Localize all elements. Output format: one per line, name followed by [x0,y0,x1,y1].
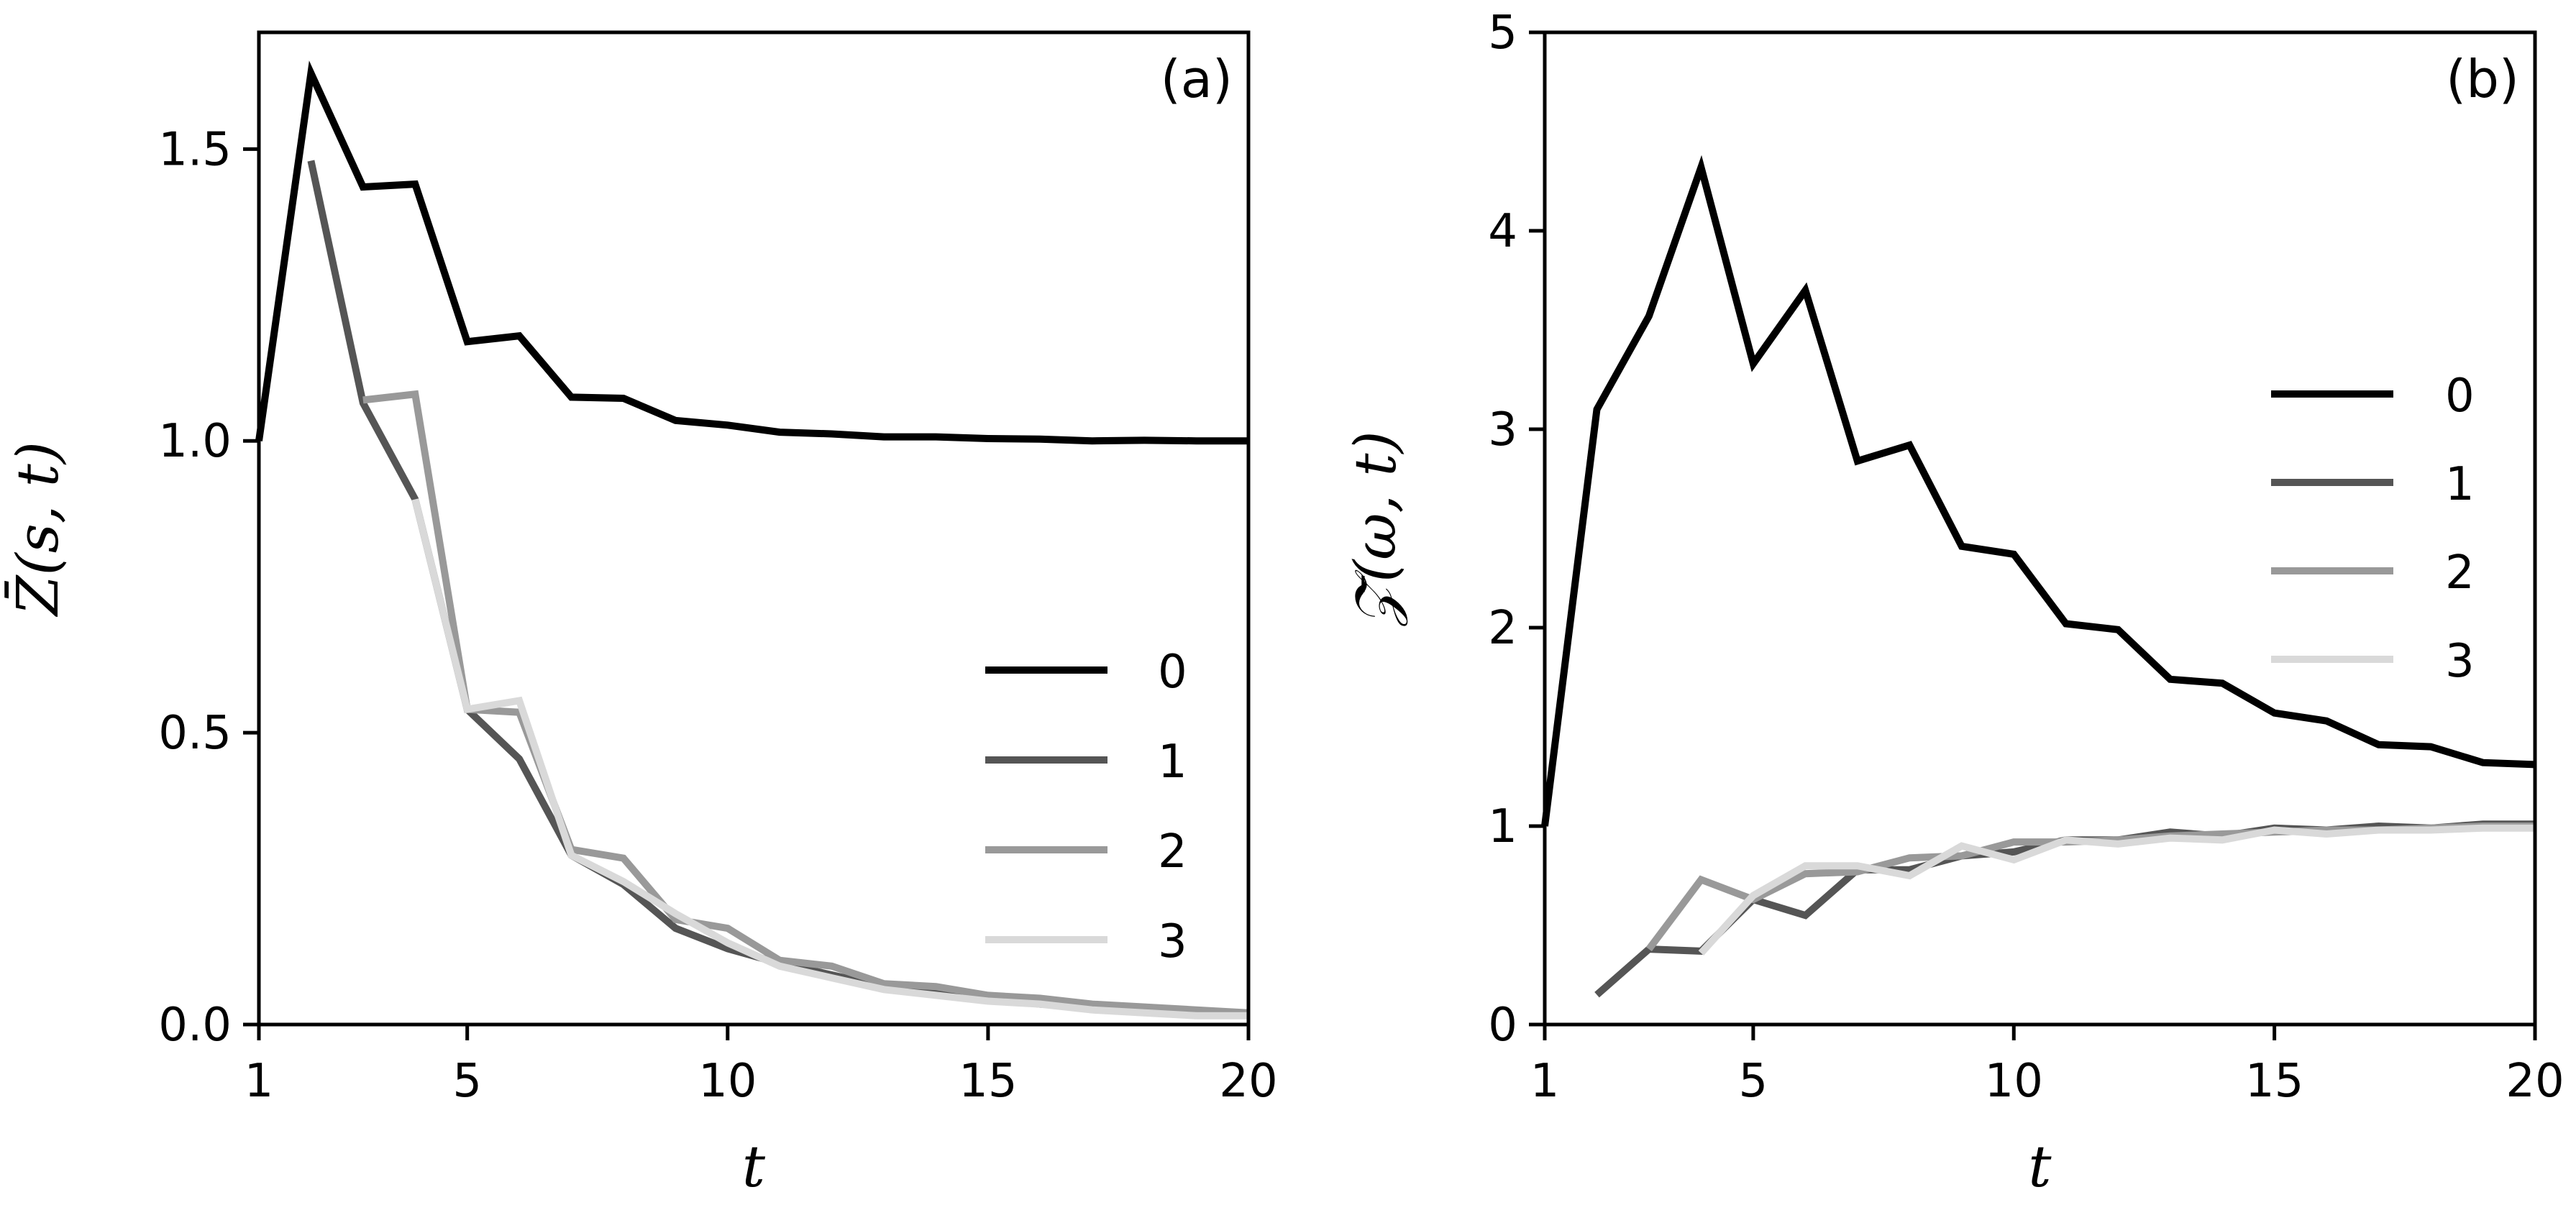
x-tick-label: 15 [2245,1055,2303,1108]
legend-label-3: 3 [2445,635,2475,688]
y-tick-label: 2 [1488,602,1517,655]
y-tick-label: 0.0 [158,999,232,1052]
axes-frame [257,30,1251,1027]
legend: 0 1 2 3 [2271,370,2475,688]
x-tick-label: 1 [245,1055,274,1108]
legend-label-1: 1 [1158,736,1187,789]
series-line-0 [1541,155,2536,827]
legend-label-3: 3 [1158,915,1187,968]
x-tick-label: 5 [452,1055,482,1108]
x-tick-label: 15 [959,1055,1017,1108]
axes-frame [1543,30,2537,1027]
series-line-3 [1698,824,2535,956]
y-tick-label: 3 [1488,403,1517,457]
series-line-3 [411,498,1248,1019]
x-tick-label: 20 [2506,1055,2564,1108]
x-tick-label: 20 [1219,1055,1277,1108]
legend-label-0: 0 [2445,370,2475,423]
series-line-2 [362,390,1249,1017]
y-tick-label: 0.5 [158,707,232,760]
y-tick-label: 1.5 [158,123,232,176]
y-tick-label: 1 [1488,800,1517,853]
legend-label-2: 2 [2445,546,2475,600]
legend-label-0: 0 [1158,646,1187,699]
y-tick-label: 0 [1488,999,1517,1052]
legend-label-2: 2 [1158,825,1187,879]
y-tick-label: 5 [1488,6,1517,60]
panel-label: (b) [2446,49,2519,109]
x-axis-label: t [742,1133,766,1200]
legend-label-1: 1 [2445,458,2475,511]
y-tick-label: 1.0 [158,415,232,468]
series-line-0 [255,60,1248,445]
y-axis-label: Z̄(s, t) [4,441,71,618]
legend: 0 1 2 3 [985,646,1187,968]
panel-label: (a) [1161,49,1233,109]
x-tick-label: 5 [1739,1055,1768,1108]
x-tick-label: 10 [698,1055,757,1108]
x-axis-label: t [2028,1133,2052,1200]
x-tick-label: 10 [1985,1055,2043,1108]
x-tick-label: 1 [1530,1055,1560,1108]
y-tick-label: 4 [1488,205,1517,258]
y-axis-label: 𝒵̄(ω, t) [1342,431,1409,628]
